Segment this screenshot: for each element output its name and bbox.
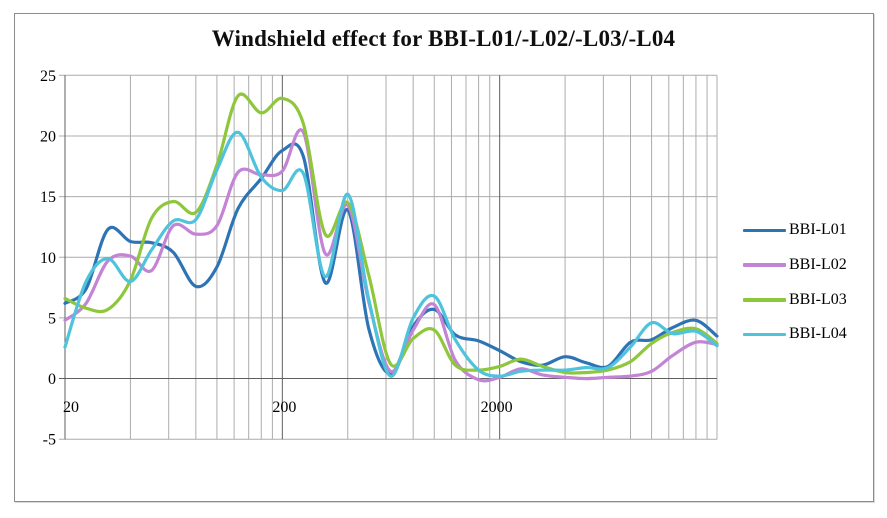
series-line-bbi-l03 bbox=[63, 92, 719, 375]
legend-swatch-bbi-l02 bbox=[743, 263, 786, 267]
legend-swatch-bbi-l03 bbox=[743, 297, 786, 302]
legend-item-bbi-l02: BBI-L02 bbox=[743, 248, 847, 283]
legend-swatch-bbi-l04 bbox=[743, 332, 786, 337]
legend-label: BBI-L01 bbox=[789, 221, 847, 239]
y-axis-tick-label: 20 bbox=[40, 128, 56, 145]
legend-item-bbi-l01: BBI-L01 bbox=[743, 213, 847, 248]
series-line-bbi-l04 bbox=[63, 130, 719, 378]
y-axis-tick-label: 15 bbox=[40, 189, 56, 206]
x-axis-tick-label: 20 bbox=[63, 399, 79, 416]
series-line-bbi-l01 bbox=[63, 142, 719, 376]
legend-swatch-bbi-l01 bbox=[743, 228, 786, 233]
x-axis-tick-label: 200 bbox=[272, 399, 296, 416]
y-axis-tick-label: 25 bbox=[40, 68, 56, 85]
legend-label: BBI-L02 bbox=[789, 256, 847, 274]
y-axis-tick-label: 10 bbox=[40, 250, 56, 267]
chart-title: Windshield effect for BBI-L01/-L02/-L03/… bbox=[211, 26, 676, 51]
legend-label: BBI-L03 bbox=[789, 290, 847, 308]
legend-item-bbi-l04: BBI-L04 bbox=[743, 317, 847, 352]
y-axis-tick-label: 5 bbox=[48, 310, 56, 327]
series-line-bbi-l02 bbox=[63, 128, 719, 383]
y-axis-tick-label: 0 bbox=[48, 371, 56, 388]
legend-item-bbi-l03: BBI-L03 bbox=[743, 282, 847, 317]
legend: BBI-L01 BBI-L02 BBI-L03 BBI-L04 bbox=[743, 213, 847, 352]
x-axis-tick-label: 2000 bbox=[481, 399, 513, 416]
y-axis-tick-label: -5 bbox=[43, 432, 56, 449]
legend-label: BBI-L04 bbox=[789, 325, 847, 343]
